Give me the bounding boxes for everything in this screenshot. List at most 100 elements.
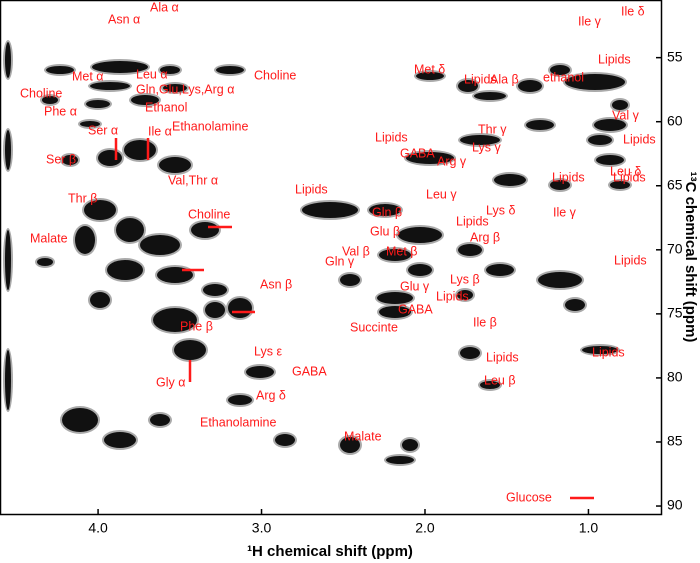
peak-label: Ile β [473,315,497,329]
contour-blob [416,72,444,80]
contour-blob [340,274,360,286]
contour-blob [159,157,191,173]
peak-label: Lipids [436,289,469,303]
contour-blob [538,272,582,288]
peak-label: Lipids [486,350,519,364]
peak-label: Lipids [614,253,647,267]
contour-blob [550,65,570,75]
y-tick-label: 60 [667,112,683,128]
contour-blob [458,244,482,256]
peak-label: Val,Thr α [168,173,218,187]
contour-blob [518,80,542,92]
contour-blob [62,408,98,432]
contour-blob [86,100,110,108]
x-axis-label: ¹H chemical shift (ppm) [247,543,413,560]
contour-blob [494,174,526,186]
peak-label: GABA [398,302,433,316]
peak-label: Phe β [180,319,213,333]
peak-label: Glu γ [400,279,430,293]
contour-blob [75,226,95,254]
y-tick-label: 55 [667,48,683,64]
peak-label: Ethanolamine [200,415,276,429]
peak-label: Ile γ [578,14,602,28]
peak-label: Lipids [613,170,646,184]
y-axis-label: ¹³C chemical shift (ppm) [682,172,699,343]
contour-blob [203,284,227,296]
contour-blob [228,298,252,318]
peak-label: Ethanol [145,100,187,114]
contour-blob [216,66,244,74]
y-tick-label: 75 [667,305,683,321]
peak-label: Thr γ [478,122,507,136]
peak-label: Gln γ [325,254,355,268]
contour-blob [124,140,156,160]
contour-blob [228,395,252,405]
peak-label: Phe α [44,104,77,118]
peak-label: GABA [292,364,327,378]
spectrum-contours [3,40,632,466]
contour-blob [62,155,78,165]
contour-blob [84,200,116,220]
contour-blob [131,95,159,105]
contour-blob [408,264,432,276]
peak-label: Lipids [592,345,625,359]
x-tick-label: 3.0 [252,520,272,536]
contour-blob [116,218,144,242]
contour-blob [377,292,413,304]
contour-blob [163,84,187,92]
contour-blob [565,74,625,90]
contour-blob [42,96,58,104]
contour-blob [610,181,630,189]
peak-label: Lys γ [472,140,501,154]
peak-label: GABA [400,146,435,160]
contour-blob [379,306,411,318]
peak-label: Asn α [108,12,140,26]
peak-label: Lys β [450,272,480,286]
contour-blob [5,350,11,410]
peak-label: Lipids [623,132,656,146]
contour-blob [246,366,274,378]
peak-label: Choline [188,207,230,221]
peak-label: Glucose [506,490,552,504]
peak-label: Lipids [456,214,489,228]
peak-label: Arg γ [437,154,467,168]
contour-blob [386,456,414,464]
contour-blob [5,42,11,78]
contour-blob [379,249,411,261]
peak-label: Met δ [414,62,445,76]
contour-blob [458,80,478,92]
contour-blob [5,230,11,290]
peak-label: Lipids [464,72,497,86]
peak-label: Ser α [88,123,118,137]
plot-frame [0,0,663,516]
peak-label: Thr β [68,191,97,205]
contour-blob [160,66,180,74]
contour-blob [46,66,74,74]
contour-blob [191,222,219,238]
contour-blob [340,437,360,453]
peak-label: Malate [30,231,68,245]
y-tick-label: 70 [667,241,683,257]
peak-label: Choline [254,68,296,82]
peak-label: Arg β [470,230,500,244]
contour-blob [302,202,358,218]
contour-blob [406,152,454,164]
peak-label: Lys ε [254,344,282,358]
contour-blob [369,204,401,216]
contour-blob [92,61,148,73]
contour-blob [80,121,100,127]
contour-blob [582,346,618,354]
contour-blob [550,180,570,190]
peak-label: Lipids [598,52,631,66]
peak-label: Ethanolamine [172,119,248,133]
peak-label: Lipids [375,130,408,144]
contour-blob [457,290,473,300]
contour-blob [588,135,612,145]
x-tick-label: 2.0 [415,520,435,536]
peak-label: Gln,Glu,Lys,Arg α [136,82,234,96]
contour-blob [612,100,628,110]
contour-blob [90,82,130,90]
peak-label: Ile α [148,124,172,138]
contour-blob [526,120,554,130]
contour-blob [486,264,514,276]
